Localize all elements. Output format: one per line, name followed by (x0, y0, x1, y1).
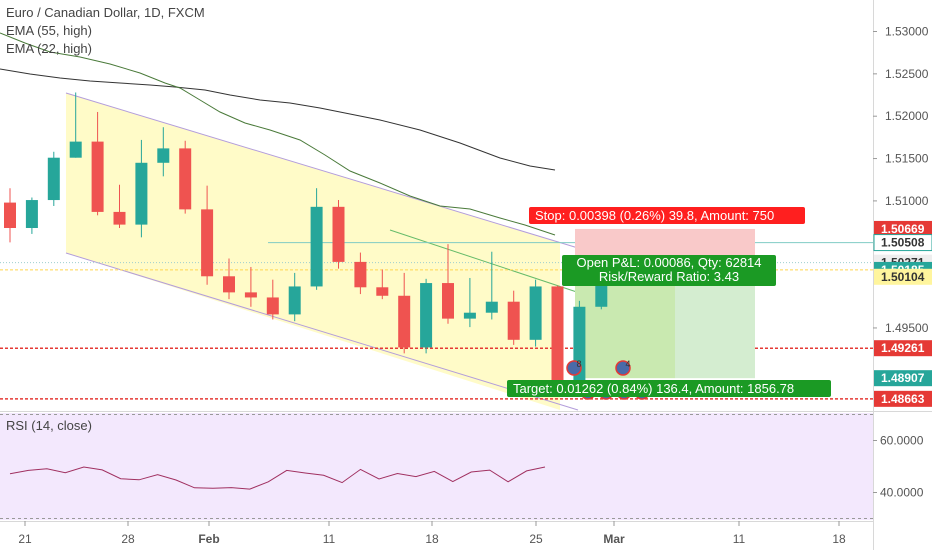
event-badge-count: 8 (576, 359, 581, 369)
price-axis-label: 1.49261 (881, 341, 925, 355)
pnl-label: Open P&L: 0.00086, Qty: 62814 (576, 255, 761, 270)
pnl-label-box (562, 255, 776, 286)
candle-body (398, 295, 411, 348)
rsi-label[interactable]: RSI (14, close) (6, 418, 92, 433)
price-axis-label-box (874, 370, 932, 387)
price-axis-label-box (874, 390, 932, 407)
price-axis-label: 1.50669 (881, 222, 925, 236)
price-axis-label-box (874, 268, 932, 285)
candle-body (244, 292, 257, 298)
rsi-tick-label: 40.0000 (880, 486, 924, 500)
candle-body (485, 301, 498, 313)
candle-body (266, 297, 279, 315)
candle-body (288, 286, 301, 315)
event-badge: 4 (615, 359, 631, 376)
symbol-title[interactable]: Euro / Canadian Dollar, 1D, FXCM (6, 5, 205, 20)
candle-body (420, 283, 433, 348)
candle-body (25, 200, 38, 229)
candle-body (113, 211, 126, 225)
x-tick-label: 21 (18, 532, 32, 546)
x-tick-label: Mar (603, 532, 625, 546)
ema-22-line (0, 32, 556, 236)
target-zone-filled (575, 269, 675, 379)
event-badge-count: 4 (625, 359, 630, 369)
candle-body (179, 148, 192, 210)
stop-label-box (529, 207, 805, 224)
candle-body (354, 261, 367, 288)
y-tick-label: 1.52500 (885, 67, 929, 81)
price-axis-label: 1.50104 (881, 270, 925, 284)
chart-legend: Euro / Canadian Dollar, 1D, FXCM EMA (55… (6, 4, 205, 58)
price-axis-label: 1.48663 (881, 392, 925, 406)
channel-upper-line (65, 92, 579, 249)
candle-body (69, 141, 82, 158)
y-tick-label: 1.51500 (885, 152, 929, 166)
rsi-pane (0, 413, 873, 520)
candle-body (529, 286, 542, 340)
target-label: Target: 0.01262 (0.84%) 136.4, Amount: 1… (513, 381, 794, 396)
x-tick-label: 18 (425, 532, 439, 546)
x-tick-label: 28 (121, 532, 135, 546)
price-axis-label: 1.50508 (881, 236, 925, 250)
rsi-line (9, 466, 546, 490)
event-badge: 8 (566, 359, 582, 376)
candle-body (201, 209, 214, 277)
price-axis-label: 1.48907 (881, 371, 925, 385)
event-badge-circle (615, 360, 631, 376)
x-tick-label: Feb (198, 532, 219, 546)
candle-body (4, 202, 16, 229)
candle-body (157, 148, 170, 163)
x-tick-label: 11 (323, 532, 336, 546)
ema-55-line (0, 68, 556, 171)
ema-22-label[interactable]: EMA (22, high) (6, 41, 92, 56)
candle-body (332, 206, 345, 262)
y-tick-label: 1.51000 (885, 194, 929, 208)
risk-reward-label: Risk/Reward Ratio: 3.43 (599, 269, 739, 284)
candle-body (135, 162, 148, 225)
candle-body (223, 276, 235, 293)
target-zone-remaining (675, 269, 755, 379)
y-tick-label: 1.52000 (885, 109, 929, 123)
event-badge-circle (566, 360, 582, 376)
candle-body (463, 312, 476, 319)
price-axis-label-box (873, 234, 932, 252)
candle-body (376, 287, 389, 296)
x-tick-label: 11 (733, 532, 746, 546)
candle-body (47, 157, 60, 201)
price-axis-label-box (874, 220, 932, 237)
ema-55-label[interactable]: EMA (55, high) (6, 23, 92, 38)
price-axis-label-box (874, 340, 932, 357)
channel-lower-line (65, 252, 579, 411)
x-tick-label: 25 (529, 532, 543, 546)
candle-body (91, 141, 104, 212)
stop-label: Stop: 0.00398 (0.26%) 39.8, Amount: 750 (535, 208, 774, 223)
target-label-box (507, 380, 831, 397)
rsi-tick-label: 60.0000 (880, 434, 924, 448)
y-tick-label: 1.49500 (885, 321, 929, 335)
candle-body (310, 206, 323, 287)
y-tick-label: 1.53000 (885, 25, 929, 39)
x-tick-label: 18 (832, 532, 846, 546)
candle-body (551, 286, 564, 385)
candle-body (507, 301, 520, 340)
candle-body (442, 283, 454, 319)
